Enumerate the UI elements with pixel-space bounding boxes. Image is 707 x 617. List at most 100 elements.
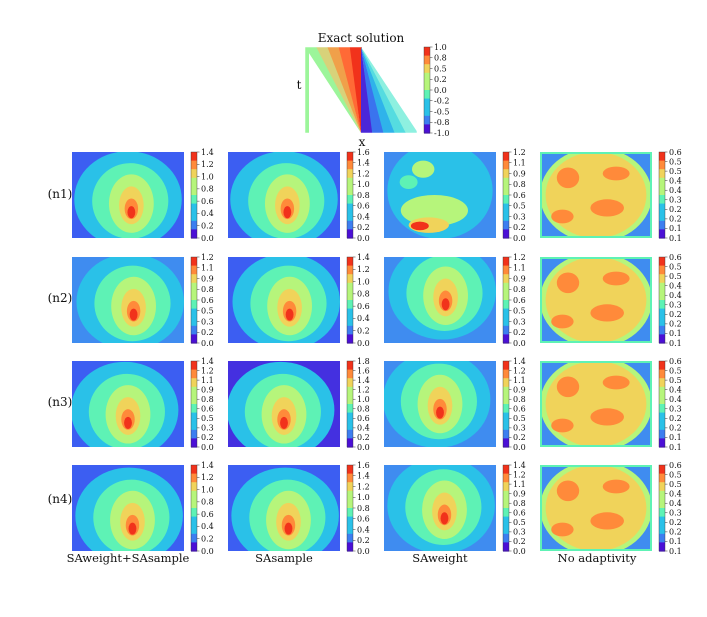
panel-r4-c4-colorbar-label: 0.6 <box>669 461 682 470</box>
panel-r2-c3-colorbar-segment <box>503 325 509 335</box>
panel-r2-c1-colorbar-label: 0.2 <box>201 328 214 337</box>
panel-r2-c1-colorbar-label: 0.9 <box>201 274 214 283</box>
panel-r2-c1-colorbar-label: 1.2 <box>201 253 214 262</box>
panel-r3-c4-colorbar-label: 0.4 <box>669 385 682 394</box>
panel-r2-c3-colorbar-label: 0.9 <box>513 274 526 283</box>
panel-r1-c4-colorbar-label: 0.1 <box>669 224 682 233</box>
panel-r3-c1-colorbar-label: 0.6 <box>201 405 214 414</box>
panel-r4-c2-colorbar-label: 1.4 <box>357 472 370 481</box>
panel-r2-c4-colorbar-label: 0.3 <box>669 301 682 310</box>
panel-r1-c2-colorbar-segment <box>347 152 353 162</box>
panel-r4-c4-colorbar-label: 0.4 <box>669 489 682 498</box>
panel-r1-c4-colorbar-segment <box>659 220 665 230</box>
panel-r1-c3-colorbar-segment <box>503 152 509 162</box>
heatmap-contour <box>556 480 580 502</box>
panel-r2-c1-colorbar-segment <box>191 282 197 292</box>
heatmap-body <box>228 465 340 551</box>
exact-colorbar-label: -0.8 <box>434 118 449 127</box>
panel-r3-c4-colorbar-segment <box>659 378 665 388</box>
panel-r1-c2-colorbar-segment <box>347 169 353 179</box>
panel-r4-c2-colorbar-segment <box>347 508 353 518</box>
panel-r2-c1-colorbar-segment <box>191 257 197 267</box>
exact-colorbar-segment <box>424 72 430 82</box>
heatmap-body <box>540 361 652 447</box>
exact-colorbar-segment <box>424 98 430 108</box>
panel-r2-c3-colorbar-label: 0.6 <box>513 296 526 305</box>
panel-r4-c3-colorbar-frame <box>502 464 510 552</box>
panel-r4-c3-colorbar-label: 0.2 <box>513 537 526 546</box>
panel-r4-c1-colorbar-label: 1.4 <box>201 461 214 470</box>
panel-r2-c4-colorbar-frame <box>658 256 666 344</box>
heatmap-contour <box>602 166 630 181</box>
panel-r4-c4-colorbar-segment <box>659 465 665 475</box>
panel-r4-c3-colorbar-segment <box>503 542 509 552</box>
panel-r3-c3-colorbar-label: 0.8 <box>513 395 526 404</box>
panel-r3-c1-colorbar-label: 0.8 <box>201 395 214 404</box>
panel-r4-c3-colorbar-segment <box>503 525 509 535</box>
panel-r4-c4-colorbar-segment <box>659 533 665 543</box>
panel-r1-c1-colorbar-label: 0.2 <box>201 222 214 231</box>
panel-r1-c4-colorbar-label: 0.6 <box>669 148 682 157</box>
col-label-saweight: SAweight <box>412 551 468 565</box>
panel-r3-c2-colorbar-segment <box>347 386 353 396</box>
panel-r1-c4-colorbar-label: 0.4 <box>669 186 682 195</box>
panel-r4-c1-colorbar-segment <box>191 525 197 535</box>
panel-r2-c2-colorbar-label: 0.2 <box>357 327 370 336</box>
panel-r1-c1-colorbar-segment <box>191 152 197 162</box>
panel-r1-c4-colorbar-segment <box>659 212 665 222</box>
panel-r1-c3-colorbar-label: 0.0 <box>513 234 526 243</box>
heatmap-body <box>72 257 184 343</box>
heatmap-contour <box>590 408 624 426</box>
panel-r4-c3-colorbar-label: 0.0 <box>513 547 526 556</box>
heatmap-contour <box>551 209 574 224</box>
col-label-sasample: SAsample <box>255 551 313 565</box>
panel-r3-c1-colorbar-segment <box>191 386 197 396</box>
panel-r2-c1: 1.2 1.10.9 0.8 0.6 0.50.3 0.2 0.0 <box>72 253 214 348</box>
panel-r2-c3-colorbar-segment <box>503 274 509 284</box>
panel-r1-c1-colorbar-segment <box>191 203 197 213</box>
panel-r1-c4-colorbar-label: 0.4 <box>669 176 682 185</box>
heatmap-body <box>384 465 496 551</box>
panel-r3-c3-colorbar-label: 1.1 <box>513 376 526 385</box>
panel-r1-c1-colorbar-segment <box>191 212 197 222</box>
heatmap-contour <box>590 512 624 530</box>
panel-r1-c2-colorbar-label: 0.2 <box>357 223 370 232</box>
panel-r1-c2-colorbar-label: 0.4 <box>357 212 370 221</box>
row-labels: (n1) (n2) (n3) (n4) <box>48 187 73 506</box>
heatmap-contour <box>284 522 293 535</box>
panel-r2-c2-colorbar-label: 0.8 <box>357 290 370 299</box>
panel-r3-c1-colorbar-segment <box>191 412 197 422</box>
panel-r2-c3-colorbar-label: 1.1 <box>513 264 526 273</box>
panel-r1-c4-colorbar-label: 0.5 <box>669 157 682 166</box>
panel-r2-c3-colorbar-segment <box>503 300 509 310</box>
heatmap-contour <box>399 175 418 189</box>
panel-r2-c2-colorbar-label: 0.0 <box>357 339 370 348</box>
panel-r3-c3-colorbar-frame <box>502 360 510 448</box>
col-label-no-adaptivity: No adaptivity <box>558 551 637 565</box>
panel-r4-c2-colorbar-label: 1.0 <box>357 493 370 502</box>
exact-colorbar-segment <box>424 64 430 74</box>
panel-r3-c4-colorbar-label: 0.2 <box>669 424 682 433</box>
panel-r3-c1-colorbar-segment <box>191 361 197 371</box>
panel-r1-c4: 0.60.50.50.40.40.30.20.20.10.1 <box>540 148 682 243</box>
panel-r3-c3: 1.41.21.10.90.80.60.50.30.20.0 <box>384 357 526 452</box>
panel-r3-c4-colorbar-label: 0.6 <box>669 357 682 366</box>
panel-r2-c4-colorbar-label: 0.4 <box>669 291 682 300</box>
panel-r3-c3-colorbar-segment <box>503 412 509 422</box>
panel-r4-c1-colorbar-segment <box>191 473 197 483</box>
panel-r1-c2-colorbar-label: 0.6 <box>357 202 370 211</box>
panel-r2-c1-colorbar-segment <box>191 325 197 335</box>
panel-r1-c3-colorbar-label: 0.3 <box>513 212 526 221</box>
panel-r2-c3-colorbar-label: 0.0 <box>513 339 526 348</box>
heatmap-contour <box>441 298 450 311</box>
heatmap-contour <box>551 522 574 537</box>
panel-r1-c1-colorbar-label: 1.0 <box>201 172 214 181</box>
panel-r4-c3-colorbar-segment <box>503 533 509 543</box>
panel-r3-c2-colorbar-label: 0.4 <box>357 424 370 433</box>
panel-r3-c4-colorbar-label: 0.2 <box>669 414 682 423</box>
panel-r3-c2-colorbar-segment <box>347 404 353 414</box>
exact-colorbar-label: 0.5 <box>434 64 447 73</box>
heatmap-contour <box>556 167 580 189</box>
panel-r1-c4-colorbar-label: 0.2 <box>669 215 682 224</box>
panel-r3-c4-colorbar-segment <box>659 421 665 431</box>
